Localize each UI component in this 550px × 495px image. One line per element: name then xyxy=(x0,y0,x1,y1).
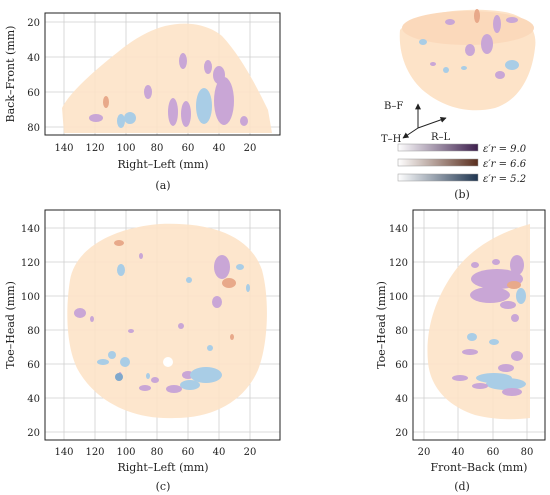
c-xtick-4: 60 xyxy=(182,447,195,458)
d-ytick-3: 80 xyxy=(395,326,408,337)
a-xtick-5: 40 xyxy=(213,143,226,154)
c-ytick-3: 80 xyxy=(27,326,40,337)
a-xlabel: Right–Left (mm) xyxy=(117,158,208,171)
c-ytick-0: 140 xyxy=(21,224,40,235)
d-xtick-3: 80 xyxy=(521,447,534,458)
panel-d-x-ticks: 20 40 60 80 xyxy=(418,447,534,458)
panel-a: 140 120 100 80 60 40 20 20 40 60 80 Righ… xyxy=(4,12,281,192)
a-ytick-3: 80 xyxy=(27,123,40,134)
a-ytick-1: 40 xyxy=(27,53,40,64)
a-xtick-0: 140 xyxy=(54,143,73,154)
b-axis-up-label: B–F xyxy=(384,101,403,112)
d-xlabel: Front–Back (mm) xyxy=(431,461,528,474)
d-ytick-1: 120 xyxy=(389,258,408,269)
a-xtick-2: 100 xyxy=(116,143,135,154)
c-ytick-2: 100 xyxy=(21,292,40,303)
d-ytick-2: 100 xyxy=(389,292,408,303)
a-xtick-4: 60 xyxy=(182,143,195,154)
panel-c-axes-frame xyxy=(44,209,281,441)
c-xlabel: Right–Left (mm) xyxy=(117,461,208,474)
panel-b-orientation-axes: B–F T–H R–L xyxy=(381,101,451,145)
b-caption: (b) xyxy=(454,188,470,201)
panel-a-y-ticks: 20 40 60 80 xyxy=(27,18,40,134)
b-legend-label-0: ε′r = 9.0 xyxy=(483,144,527,155)
b-legend-label-1: ε′r = 6.6 xyxy=(483,159,527,170)
c-ytick-4: 60 xyxy=(27,360,40,371)
panel-a-axes-frame xyxy=(44,12,281,136)
c-xtick-6: 20 xyxy=(244,447,257,458)
c-ytick-6: 20 xyxy=(27,428,40,439)
panel-d: 20 40 60 80 140 120 100 80 60 40 20 Fron… xyxy=(375,209,546,493)
panel-c: 140 120 100 80 60 40 20 140 120 100 80 6… xyxy=(4,209,281,493)
c-ylabel: Toe–Head (mm) xyxy=(4,281,17,369)
a-xtick-6: 20 xyxy=(244,143,257,154)
panel-c-inclusions xyxy=(74,240,250,393)
d-ytick-5: 40 xyxy=(395,394,408,405)
a-ytick-2: 60 xyxy=(27,88,40,99)
a-ylabel: Back–Front (mm) xyxy=(4,26,17,123)
b-legend-bar-blue xyxy=(397,173,479,182)
d-xtick-1: 40 xyxy=(452,447,465,458)
c-xtick-5: 40 xyxy=(213,447,226,458)
d-ytick-4: 60 xyxy=(395,360,408,371)
b-legend-bar-orange xyxy=(397,158,479,167)
panel-a-x-ticks: 140 120 100 80 60 40 20 xyxy=(54,143,256,154)
c-caption: (c) xyxy=(156,480,171,493)
d-ylabel: Toe–Head (mm) xyxy=(375,281,388,369)
d-ytick-0: 140 xyxy=(389,224,408,235)
panel-b-3d-render xyxy=(399,9,536,111)
c-xtick-0: 140 xyxy=(54,447,73,458)
d-xtick-2: 60 xyxy=(487,447,500,458)
panel-d-y-ticks: 140 120 100 80 60 40 20 xyxy=(389,224,408,439)
panel-d-axes-frame xyxy=(412,209,546,441)
panel-c-y-ticks: 140 120 100 80 60 40 20 xyxy=(21,224,40,439)
c-xtick-2: 100 xyxy=(116,447,135,458)
c-xtick-3: 80 xyxy=(151,447,164,458)
a-caption: (a) xyxy=(155,179,170,192)
d-ytick-6: 20 xyxy=(395,428,408,439)
panel-a-inclusions xyxy=(89,53,248,128)
panel-c-x-ticks: 140 120 100 80 60 40 20 xyxy=(54,447,256,458)
b-axis-right-label: R–L xyxy=(431,132,451,143)
c-ytick-5: 40 xyxy=(27,394,40,405)
b-legend-label-2: ε′r = 5.2 xyxy=(483,174,526,185)
d-caption: (d) xyxy=(454,480,470,493)
b-3d-top xyxy=(402,11,534,45)
panel-b-legend: ε′r = 9.0 ε′r = 6.6 ε′r = 5.2 xyxy=(397,143,527,185)
a-xtick-1: 120 xyxy=(85,143,104,154)
a-ytick-0: 20 xyxy=(27,18,40,29)
panel-d-inclusions xyxy=(452,255,526,396)
a-xtick-3: 80 xyxy=(151,143,164,154)
c-ytick-1: 120 xyxy=(21,258,40,269)
d-xtick-0: 20 xyxy=(418,447,431,458)
panel-b: B–F T–H R–L ε′r = 9.0 ε′r = 6.6 ε′r = 5.… xyxy=(381,9,536,201)
b-axis-side-label: T–H xyxy=(381,134,402,145)
c-xtick-1: 120 xyxy=(85,447,104,458)
b-legend-bar-purple xyxy=(397,143,479,152)
